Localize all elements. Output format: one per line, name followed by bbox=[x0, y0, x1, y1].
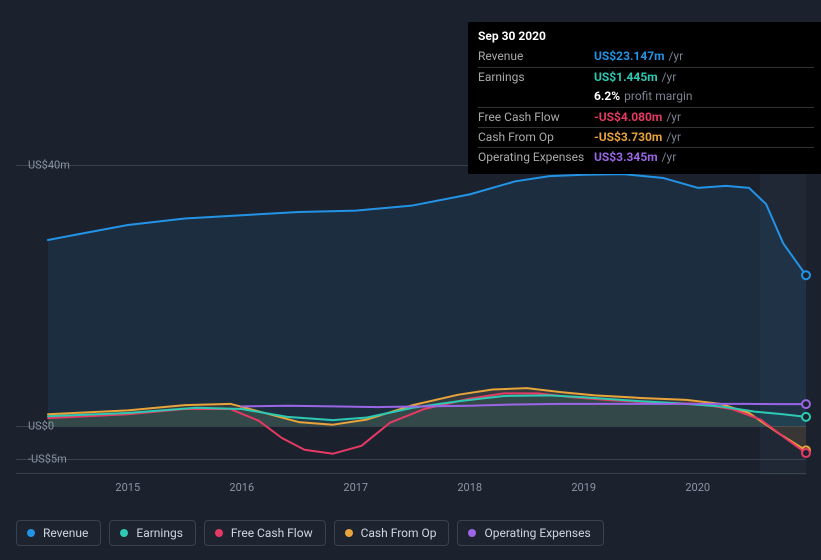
tooltip-suffix: /yr bbox=[668, 48, 683, 65]
legend-label: Cash From Op bbox=[361, 526, 437, 540]
tooltip-suffix: /yr bbox=[662, 149, 677, 166]
x-axis-label: 2015 bbox=[115, 481, 140, 494]
legend-dot bbox=[468, 529, 476, 537]
hover-tooltip: Sep 30 2020 RevenueUS$23.147m/yrEarnings… bbox=[468, 22, 821, 174]
tooltip-value: 6.2% bbox=[594, 88, 620, 105]
financials-chart: Sep 30 2020 RevenueUS$23.147m/yrEarnings… bbox=[0, 0, 821, 560]
legend-label: Revenue bbox=[43, 526, 88, 540]
x-axis-label: 2018 bbox=[457, 481, 482, 494]
tooltip-row: Operating ExpensesUS$3.345m/yr bbox=[478, 147, 814, 167]
legend-dot bbox=[27, 529, 35, 537]
legend-label: Earnings bbox=[136, 526, 183, 540]
tooltip-value: US$23.147m bbox=[594, 48, 664, 65]
tooltip-row: Free Cash Flow-US$4.080m/yr bbox=[478, 107, 814, 127]
x-axis-label: 2016 bbox=[229, 481, 254, 494]
plot-svg bbox=[16, 155, 806, 475]
tooltip-suffix: profit margin bbox=[624, 88, 692, 105]
x-axis-label: 2020 bbox=[685, 481, 710, 494]
tooltip-row: EarningsUS$1.445m/yr bbox=[478, 67, 814, 87]
tooltip-row: RevenueUS$23.147m/yr bbox=[478, 47, 814, 66]
legend-label: Free Cash Flow bbox=[231, 526, 313, 540]
tooltip-row: 6.2%profit margin bbox=[478, 87, 814, 106]
tooltip-date: Sep 30 2020 bbox=[478, 28, 814, 45]
series-end-marker bbox=[802, 271, 810, 279]
tooltip-key bbox=[478, 88, 594, 105]
legend-item[interactable]: Operating Expenses bbox=[457, 520, 603, 546]
chart-area: US$40mUS$0-US$5m 20152016201720182019202… bbox=[16, 155, 806, 475]
legend-label: Operating Expenses bbox=[484, 526, 590, 540]
tooltip-suffix: /yr bbox=[666, 109, 681, 126]
series-end-marker bbox=[802, 400, 810, 408]
tooltip-key: Cash From Op bbox=[478, 129, 594, 146]
x-axis-label: 2019 bbox=[571, 481, 596, 494]
tooltip-value: -US$3.730m bbox=[594, 129, 662, 146]
series-end-marker bbox=[802, 449, 810, 457]
tooltip-value: US$3.345m bbox=[594, 149, 658, 166]
series-fill bbox=[48, 174, 806, 426]
tooltip-value: US$1.445m bbox=[594, 69, 658, 86]
tooltip-suffix: /yr bbox=[662, 69, 677, 86]
legend-item[interactable]: Revenue bbox=[16, 520, 101, 546]
legend-item[interactable]: Cash From Op bbox=[334, 520, 450, 546]
tooltip-row: Cash From Op-US$3.730m/yr bbox=[478, 127, 814, 147]
legend-dot bbox=[120, 529, 128, 537]
tooltip-key: Operating Expenses bbox=[478, 149, 594, 166]
x-axis-label: 2017 bbox=[343, 481, 368, 494]
legend-dot bbox=[215, 529, 223, 537]
legend-item[interactable]: Free Cash Flow bbox=[204, 520, 326, 546]
legend: Revenue Earnings Free Cash Flow Cash From O… bbox=[16, 520, 604, 546]
tooltip-key: Free Cash Flow bbox=[478, 109, 594, 126]
tooltip-key: Revenue bbox=[478, 48, 594, 65]
legend-item[interactable]: Earnings bbox=[109, 520, 196, 546]
tooltip-value: -US$4.080m bbox=[594, 109, 662, 126]
tooltip-suffix: /yr bbox=[666, 129, 681, 146]
tooltip-key: Earnings bbox=[478, 69, 594, 86]
legend-dot bbox=[345, 529, 353, 537]
series-end-marker bbox=[802, 413, 810, 421]
